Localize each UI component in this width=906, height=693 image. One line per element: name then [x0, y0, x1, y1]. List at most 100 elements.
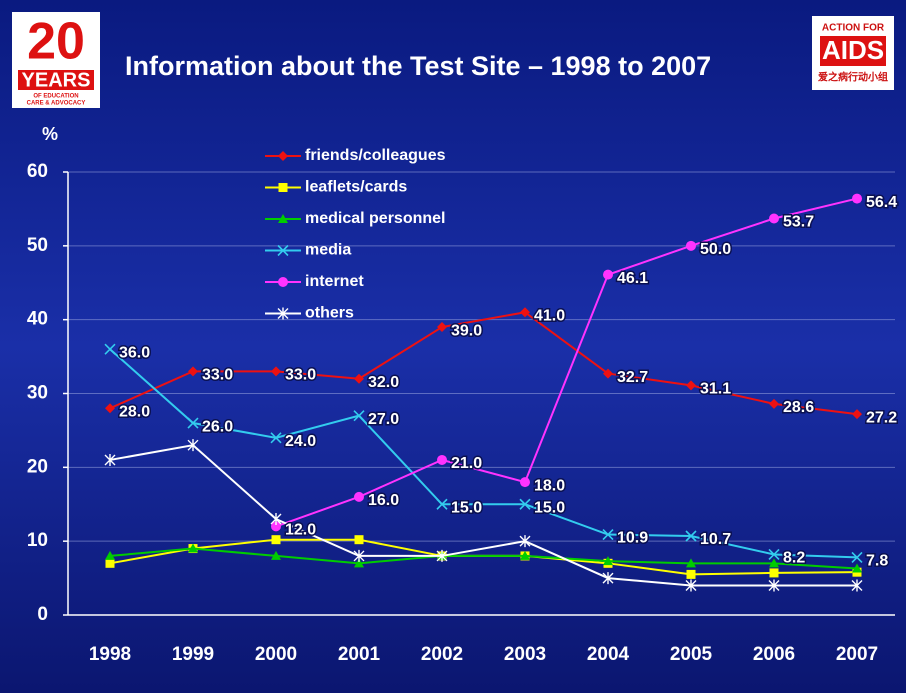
data-point [769, 558, 779, 568]
data-point [603, 269, 613, 280]
y-tick-label: 60 [27, 161, 48, 182]
data-point [104, 453, 116, 466]
x-tick-label: 1998 [89, 644, 131, 665]
legend-label: leaflets/cards [305, 179, 407, 196]
data-point [769, 398, 779, 409]
data-point [686, 380, 696, 391]
data-point [104, 343, 116, 355]
y-axis-label: % [42, 124, 58, 144]
legend: friends/colleagues leaflets/cards medical … [265, 147, 446, 322]
logo-right: ACTION FOR AIDS 爱之病行动小组 [812, 16, 894, 90]
data-point [437, 454, 447, 465]
x-tick-label: 2001 [338, 644, 381, 665]
data-label: 56.4 [866, 194, 897, 211]
data-point [769, 568, 779, 578]
data-point [686, 569, 696, 579]
logo-band [820, 36, 886, 66]
legend-marker [277, 307, 289, 320]
y-tick-label: 10 [27, 530, 48, 551]
data-label: 39.0 [451, 322, 482, 339]
data-point [188, 366, 198, 377]
data-label: 24.0 [285, 433, 316, 450]
data-point [603, 368, 613, 379]
logo-number: 20 [27, 13, 85, 71]
data-point [437, 322, 447, 333]
data-label: 27.0 [368, 411, 399, 428]
data-point [519, 535, 531, 548]
legend-marker [277, 244, 289, 257]
data-label: 36.0 [119, 344, 150, 361]
legend-marker [278, 183, 288, 192]
legend-label: internet [305, 273, 364, 290]
x-tick-label: 2000 [255, 644, 297, 665]
data-point [769, 213, 779, 224]
data-point [187, 439, 199, 452]
data-point [354, 558, 364, 568]
series-line [109, 311, 858, 416]
data-label: 15.0 [534, 499, 565, 516]
data-label: 46.1 [617, 270, 648, 287]
data-point [436, 549, 448, 562]
data-point [685, 530, 697, 542]
logo-left: 20 YEARS OF EDUCATION CARE & ADVOCACY [12, 12, 100, 108]
data-point [354, 373, 364, 384]
data-label: 10.9 [617, 530, 648, 547]
series-line [109, 348, 858, 559]
data-point [353, 549, 365, 562]
data-label: 21.0 [451, 455, 482, 472]
data-point [852, 563, 862, 573]
plot: 0 10 20 30 40 50 60 1998 1999 2000 2001 2002 2003 200… [27, 147, 899, 665]
data-label: 10.7 [700, 531, 731, 548]
x-tick-label: 1999 [172, 644, 214, 665]
data-point [686, 558, 696, 568]
x-tick-label: 2004 [587, 644, 630, 665]
x-tick-label: 2005 [670, 644, 713, 665]
data-label: 26.0 [202, 418, 233, 435]
data-point [436, 498, 448, 510]
data-point [851, 551, 863, 563]
y-tick-label: 40 [27, 309, 48, 330]
data-point [519, 498, 531, 510]
y-tick-label: 0 [37, 604, 48, 625]
legend-marker [278, 151, 288, 161]
legend-label: medical personnel [305, 210, 446, 227]
data-point [520, 477, 530, 488]
data-point [354, 491, 364, 502]
data-point [105, 558, 115, 568]
data-label: 7.8 [866, 553, 888, 570]
data-label: 31.1 [700, 381, 731, 398]
series-line [109, 547, 858, 570]
x-tick-label: 2003 [504, 644, 546, 665]
data-point [353, 410, 365, 422]
data-point [768, 579, 780, 592]
logo-text: CARE & ADVOCACY [27, 101, 86, 107]
data-point [105, 550, 115, 560]
data-point [603, 556, 613, 566]
data-point [271, 366, 281, 377]
data-label: 28.6 [783, 399, 814, 416]
x-tick-label: 2002 [421, 644, 463, 665]
data-point [188, 543, 198, 553]
data-label: 8.2 [783, 550, 805, 567]
series-line [275, 197, 858, 528]
data-label: 28.0 [119, 403, 150, 420]
data-point [354, 535, 364, 545]
legend-label: others [305, 305, 354, 322]
data-label: 41.0 [534, 308, 565, 325]
chart-title: Information about the Test Site – 1998 t… [125, 51, 711, 81]
logo-word: YEARS [22, 69, 91, 91]
data-point [686, 240, 696, 251]
data-label: 33.0 [285, 367, 316, 384]
data-point [187, 417, 199, 429]
logo-text: 爱之病行动小组 [818, 71, 888, 84]
data-label: 16.0 [368, 492, 399, 509]
logo-name: AIDS [822, 35, 884, 65]
data-label: 15.0 [451, 499, 482, 516]
legend-label: media [305, 242, 351, 259]
data-point [270, 513, 282, 526]
legend-label: friends/colleagues [305, 147, 446, 164]
data-point [768, 548, 780, 561]
series-line [109, 444, 857, 587]
data-point [105, 403, 115, 414]
